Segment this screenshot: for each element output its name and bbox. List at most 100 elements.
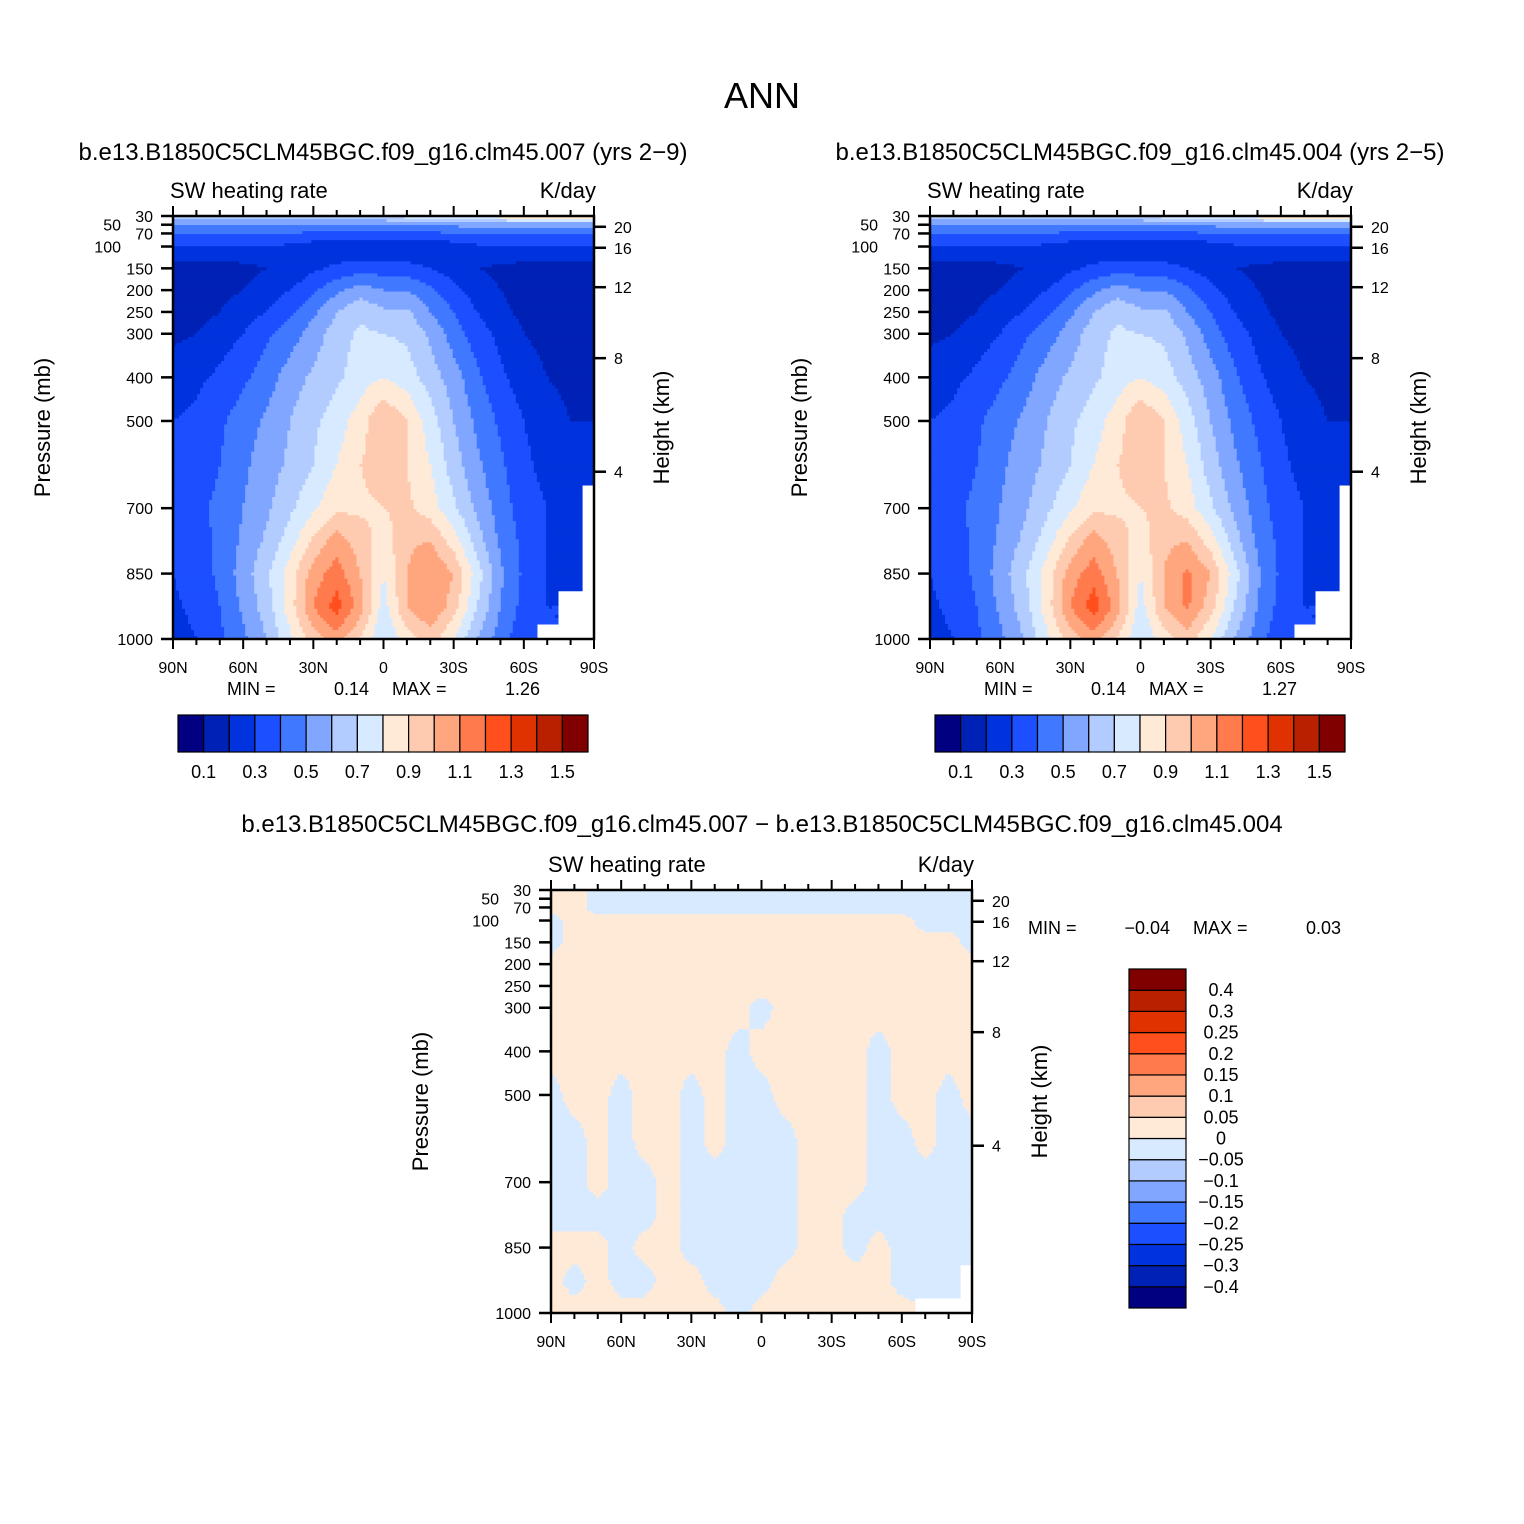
contour-cell bbox=[482, 620, 499, 625]
contour-cell bbox=[1188, 605, 1205, 610]
contour-cell bbox=[236, 548, 258, 552]
contour-cell bbox=[1212, 358, 1235, 362]
contour-cell bbox=[1236, 370, 1262, 374]
contour-cell bbox=[1113, 563, 1130, 568]
contour-cell bbox=[1209, 309, 1235, 314]
contour-cell bbox=[587, 1143, 609, 1148]
contour-cell bbox=[1185, 336, 1205, 341]
contour-cell bbox=[930, 614, 946, 619]
contour-cell bbox=[1041, 460, 1072, 465]
contour-cell bbox=[930, 524, 967, 528]
contour-cell bbox=[245, 382, 276, 386]
contour-cell bbox=[359, 614, 370, 619]
contour-cell bbox=[1041, 581, 1054, 586]
contour-cell bbox=[275, 382, 306, 386]
contour-cell bbox=[218, 472, 249, 477]
contour-cell bbox=[1122, 436, 1166, 441]
contour-cell bbox=[518, 557, 547, 562]
contour-cell bbox=[1068, 294, 1093, 299]
contour-cell bbox=[978, 617, 1000, 622]
contour-cell bbox=[930, 412, 940, 417]
contour-cell bbox=[866, 1137, 916, 1142]
contour-cell bbox=[1302, 533, 1340, 537]
contour-cell bbox=[173, 339, 183, 344]
contour-cell bbox=[930, 225, 1217, 229]
contour-cell bbox=[1062, 578, 1078, 583]
contour-cell bbox=[431, 518, 448, 522]
contour-cell bbox=[1074, 439, 1102, 444]
contour-cell bbox=[563, 1282, 585, 1287]
contour-cell bbox=[470, 587, 481, 592]
contour-cell bbox=[1083, 409, 1112, 413]
contour-cell bbox=[1062, 382, 1096, 386]
contour-cell bbox=[1080, 339, 1109, 344]
contour-cell bbox=[260, 542, 279, 546]
contour-cell bbox=[1218, 460, 1241, 465]
contour-cell bbox=[1227, 575, 1241, 580]
contour-cell bbox=[930, 490, 970, 495]
contour-cell bbox=[218, 475, 249, 480]
contour-cell bbox=[335, 557, 339, 562]
contour-cell bbox=[1269, 391, 1316, 395]
contour-cell bbox=[533, 463, 595, 468]
contour-cell bbox=[464, 518, 478, 522]
contour-cell bbox=[959, 1092, 973, 1097]
contour-cell bbox=[1161, 415, 1178, 420]
contour-cell bbox=[1302, 560, 1340, 565]
contour-cell bbox=[278, 626, 291, 631]
contour-cell bbox=[1239, 533, 1256, 537]
contour-cell bbox=[1191, 409, 1211, 413]
contour-cell bbox=[311, 536, 330, 540]
contour-cell bbox=[551, 1022, 751, 1027]
contour-cell bbox=[1149, 527, 1196, 531]
contour-cell bbox=[1254, 348, 1295, 353]
contour-cell bbox=[978, 611, 1000, 616]
contour-cell bbox=[842, 1216, 973, 1220]
colorbar-box bbox=[1267, 714, 1295, 753]
contour-cell bbox=[1251, 339, 1289, 344]
contour-cell bbox=[518, 569, 547, 574]
contour-cell bbox=[1221, 472, 1244, 477]
contour-cell bbox=[488, 593, 502, 598]
contour-cell bbox=[446, 385, 466, 389]
contour-cell bbox=[386, 587, 397, 592]
contour-cell bbox=[560, 394, 595, 398]
contour-cell bbox=[1218, 457, 1238, 462]
contour-cell bbox=[551, 1013, 751, 1018]
contour-cell bbox=[608, 1246, 633, 1251]
contour-cell bbox=[1122, 445, 1166, 450]
contour-cell bbox=[275, 620, 288, 625]
contour-cell bbox=[996, 261, 1099, 265]
contour-cell bbox=[362, 629, 376, 634]
contour-cell bbox=[476, 445, 502, 450]
contour-cell bbox=[884, 1234, 973, 1239]
contour-cell bbox=[978, 448, 1012, 453]
contour-cell bbox=[242, 288, 291, 293]
contour-cell bbox=[1164, 348, 1190, 353]
contour-cell bbox=[197, 394, 240, 398]
contour-cell bbox=[494, 515, 514, 519]
contour-cell bbox=[437, 270, 487, 275]
contour-cell bbox=[890, 1047, 973, 1051]
contour-cell bbox=[656, 1279, 705, 1284]
contour-cell bbox=[533, 345, 595, 350]
contour-cell bbox=[981, 358, 1018, 362]
contour-cell bbox=[392, 533, 442, 537]
contour-cell bbox=[239, 336, 270, 341]
contour-cell bbox=[1257, 354, 1298, 359]
contour-cell bbox=[911, 1128, 937, 1133]
contour-cell bbox=[1182, 587, 1193, 592]
contour-cell bbox=[1038, 539, 1054, 543]
contour-cell bbox=[1254, 430, 1283, 435]
contour-cell bbox=[497, 539, 520, 543]
contour-cell bbox=[503, 575, 520, 580]
contour-cell bbox=[293, 345, 321, 350]
contour-cell bbox=[563, 932, 955, 936]
contour-cell bbox=[563, 400, 595, 404]
contour-cell bbox=[173, 327, 201, 332]
contour-cell bbox=[953, 1077, 973, 1081]
contour-cell bbox=[1230, 617, 1244, 622]
contour-cell bbox=[467, 608, 478, 613]
contour-cell bbox=[236, 578, 255, 583]
contour-cell bbox=[482, 318, 520, 323]
